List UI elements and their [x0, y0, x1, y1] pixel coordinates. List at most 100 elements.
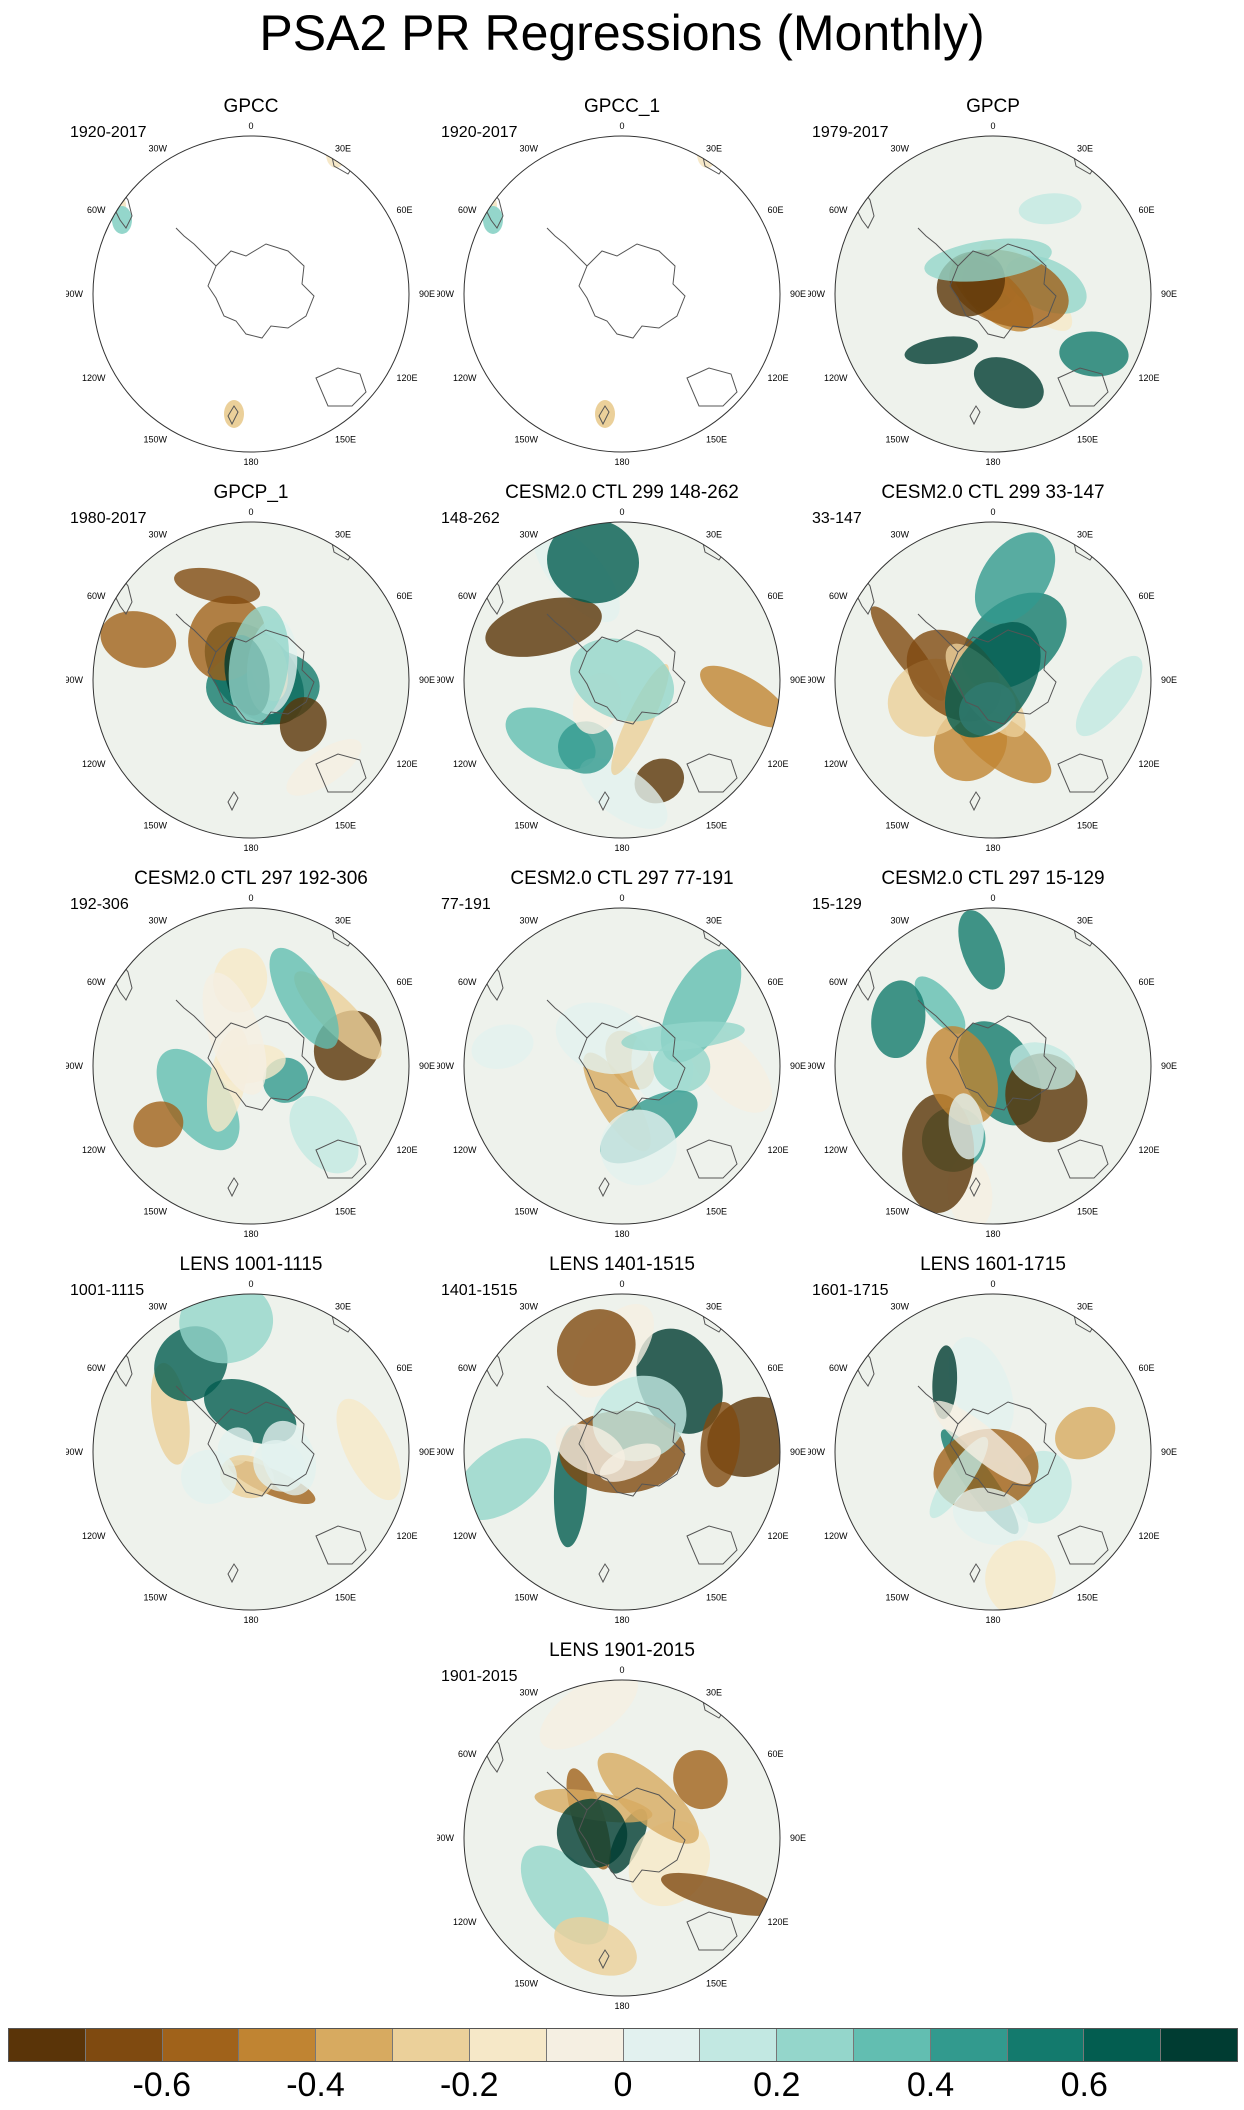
longitude-label: 150W	[143, 1592, 167, 1602]
longitude-label: 120W	[453, 373, 477, 383]
panel-title: LENS 1601-1715	[920, 1254, 1066, 1275]
coastline	[546, 1771, 588, 1811]
longitude-label: 0	[619, 1279, 624, 1289]
colorbar-tick-label: 0.2	[753, 2066, 801, 2104]
coastline	[598, 1563, 610, 1584]
longitude-label: 120W	[453, 1531, 477, 1541]
longitude-label: 30W	[148, 144, 167, 154]
coastline	[227, 405, 239, 426]
longitude-label: 60W	[458, 977, 477, 987]
panel-title: CESM2.0 CTL 299 33-147	[881, 482, 1105, 503]
longitude-label: 90W	[66, 1447, 83, 1457]
longitude-label: 90W	[437, 1447, 454, 1457]
colorbar	[8, 2028, 1238, 2062]
coastline	[578, 1401, 686, 1497]
longitude-label: 90E	[1161, 289, 1177, 299]
longitude-label: 30E	[335, 144, 351, 154]
longitude-label: 30W	[519, 1302, 538, 1312]
longitude-label: 30W	[519, 916, 538, 926]
longitude-label: 120E	[396, 759, 417, 769]
panel-title: CESM2.0 CTL 297 77-191	[510, 868, 734, 889]
longitude-label: 120W	[453, 759, 477, 769]
map-boundary	[92, 1293, 410, 1611]
longitude-label: 120W	[82, 759, 106, 769]
map-boundary	[463, 1679, 781, 1997]
regression-contour	[253, 1439, 306, 1492]
longitude-label: 90W	[66, 1061, 83, 1071]
longitude-label: 90E	[419, 1447, 435, 1457]
regression-contour	[973, 357, 1044, 409]
longitude-label: 150E	[1077, 1206, 1098, 1216]
regression-contour	[1018, 193, 1082, 225]
longitude-label: 120W	[82, 1145, 106, 1155]
longitude-label: 60E	[767, 591, 783, 601]
longitude-label: 30W	[890, 1302, 909, 1312]
polar-map: 0 30E 60E 90E 120E 150E 180 150W 120W 90W 60W 30W	[66, 893, 435, 1239]
coastline	[175, 1385, 217, 1425]
regression-contour	[932, 1345, 958, 1420]
coastline	[969, 1563, 981, 1584]
map-panel: GPCC 1920-2017 0 30E 60E 90E 120E 150E 180 150W 12…	[66, 96, 436, 476]
longitude-label: 60E	[396, 205, 412, 215]
longitude-label: 0	[619, 507, 624, 517]
longitude-label: 60E	[767, 977, 783, 987]
panel-period: 1979-2017	[812, 124, 889, 141]
regression-contour	[286, 739, 362, 796]
longitude-label: 30E	[706, 916, 722, 926]
longitude-label: 30E	[335, 530, 351, 540]
colorbar-swatch	[393, 2029, 470, 2061]
regression-contour	[948, 1093, 984, 1160]
polar-map: 0 30E 60E 90E 120E 150E 180 150W 120W 90W 60W 30W	[808, 893, 1177, 1239]
map-panel: LENS 1901-2015 1901-2015 0 30E 60E 90E 120E 150…	[437, 1640, 807, 2020]
panel-title: CESM2.0 CTL 297 15-129	[881, 868, 1105, 889]
longitude-label: 120W	[82, 373, 106, 383]
panel-title: GPCP_1	[213, 482, 289, 503]
map-panel: LENS 1401-1515 1401-1515 0 30E 60E 90E 120E 150…	[437, 1254, 807, 1634]
coastline	[686, 1911, 738, 1951]
regression-contour	[554, 1917, 637, 1976]
colorbar-swatch	[1007, 2029, 1085, 2061]
longitude-label: 90E	[790, 1833, 806, 1843]
longitude-label: 180	[614, 2001, 629, 2011]
colorbar-swatch	[239, 2029, 317, 2061]
coastline	[686, 1139, 738, 1179]
coastline	[578, 243, 686, 339]
regression-contour	[944, 621, 1041, 738]
regression-contour	[595, 400, 615, 428]
longitude-label: 30E	[1077, 916, 1093, 926]
longitude-label: 30E	[706, 530, 722, 540]
coastline	[207, 629, 315, 725]
longitude-label: 90E	[790, 1447, 806, 1457]
longitude-label: 60E	[767, 1749, 783, 1759]
longitude-label: 60E	[1138, 977, 1154, 987]
regression-contour	[1059, 331, 1129, 377]
coastline	[598, 1177, 610, 1198]
longitude-label: 120W	[824, 759, 848, 769]
colorbar-swatch	[623, 2029, 701, 2061]
regression-contour	[133, 1101, 184, 1148]
longitude-label: 60E	[396, 977, 412, 987]
longitude-label: 0	[248, 893, 253, 903]
longitude-label: 90W	[808, 675, 825, 685]
longitude-label: 180	[243, 457, 258, 467]
longitude-label: 150W	[514, 820, 538, 830]
regression-contour	[112, 206, 132, 234]
coastline	[1057, 367, 1109, 407]
regression-contour	[700, 665, 780, 728]
longitude-label: 0	[990, 507, 995, 517]
regression-contour	[547, 522, 640, 604]
longitude-label: 90W	[437, 289, 454, 299]
longitude-label: 30E	[706, 1688, 722, 1698]
panel-period: 1001-1115	[70, 1282, 145, 1299]
regression-contour	[558, 721, 614, 774]
longitude-label: 150E	[1077, 1592, 1098, 1602]
longitude-label: 150E	[1077, 820, 1098, 830]
colorbar-swatch	[1084, 2029, 1162, 2061]
longitude-label: 150W	[514, 1978, 538, 1988]
longitude-label: 90E	[790, 1061, 806, 1071]
longitude-label: 150E	[706, 1978, 727, 1988]
map-panel: GPCC_1 1920-2017 0 30E 60E 90E 120E 150E 180 150W…	[437, 96, 807, 476]
polar-map: 0 30E 60E 90E 120E 150E 180 150W 120W 90W 60W 30W	[437, 507, 806, 853]
longitude-label: 150W	[885, 1206, 909, 1216]
map-panel: CESM2.0 CTL 297 192-306 192-306 0 30E 60E 90E…	[66, 868, 436, 1248]
